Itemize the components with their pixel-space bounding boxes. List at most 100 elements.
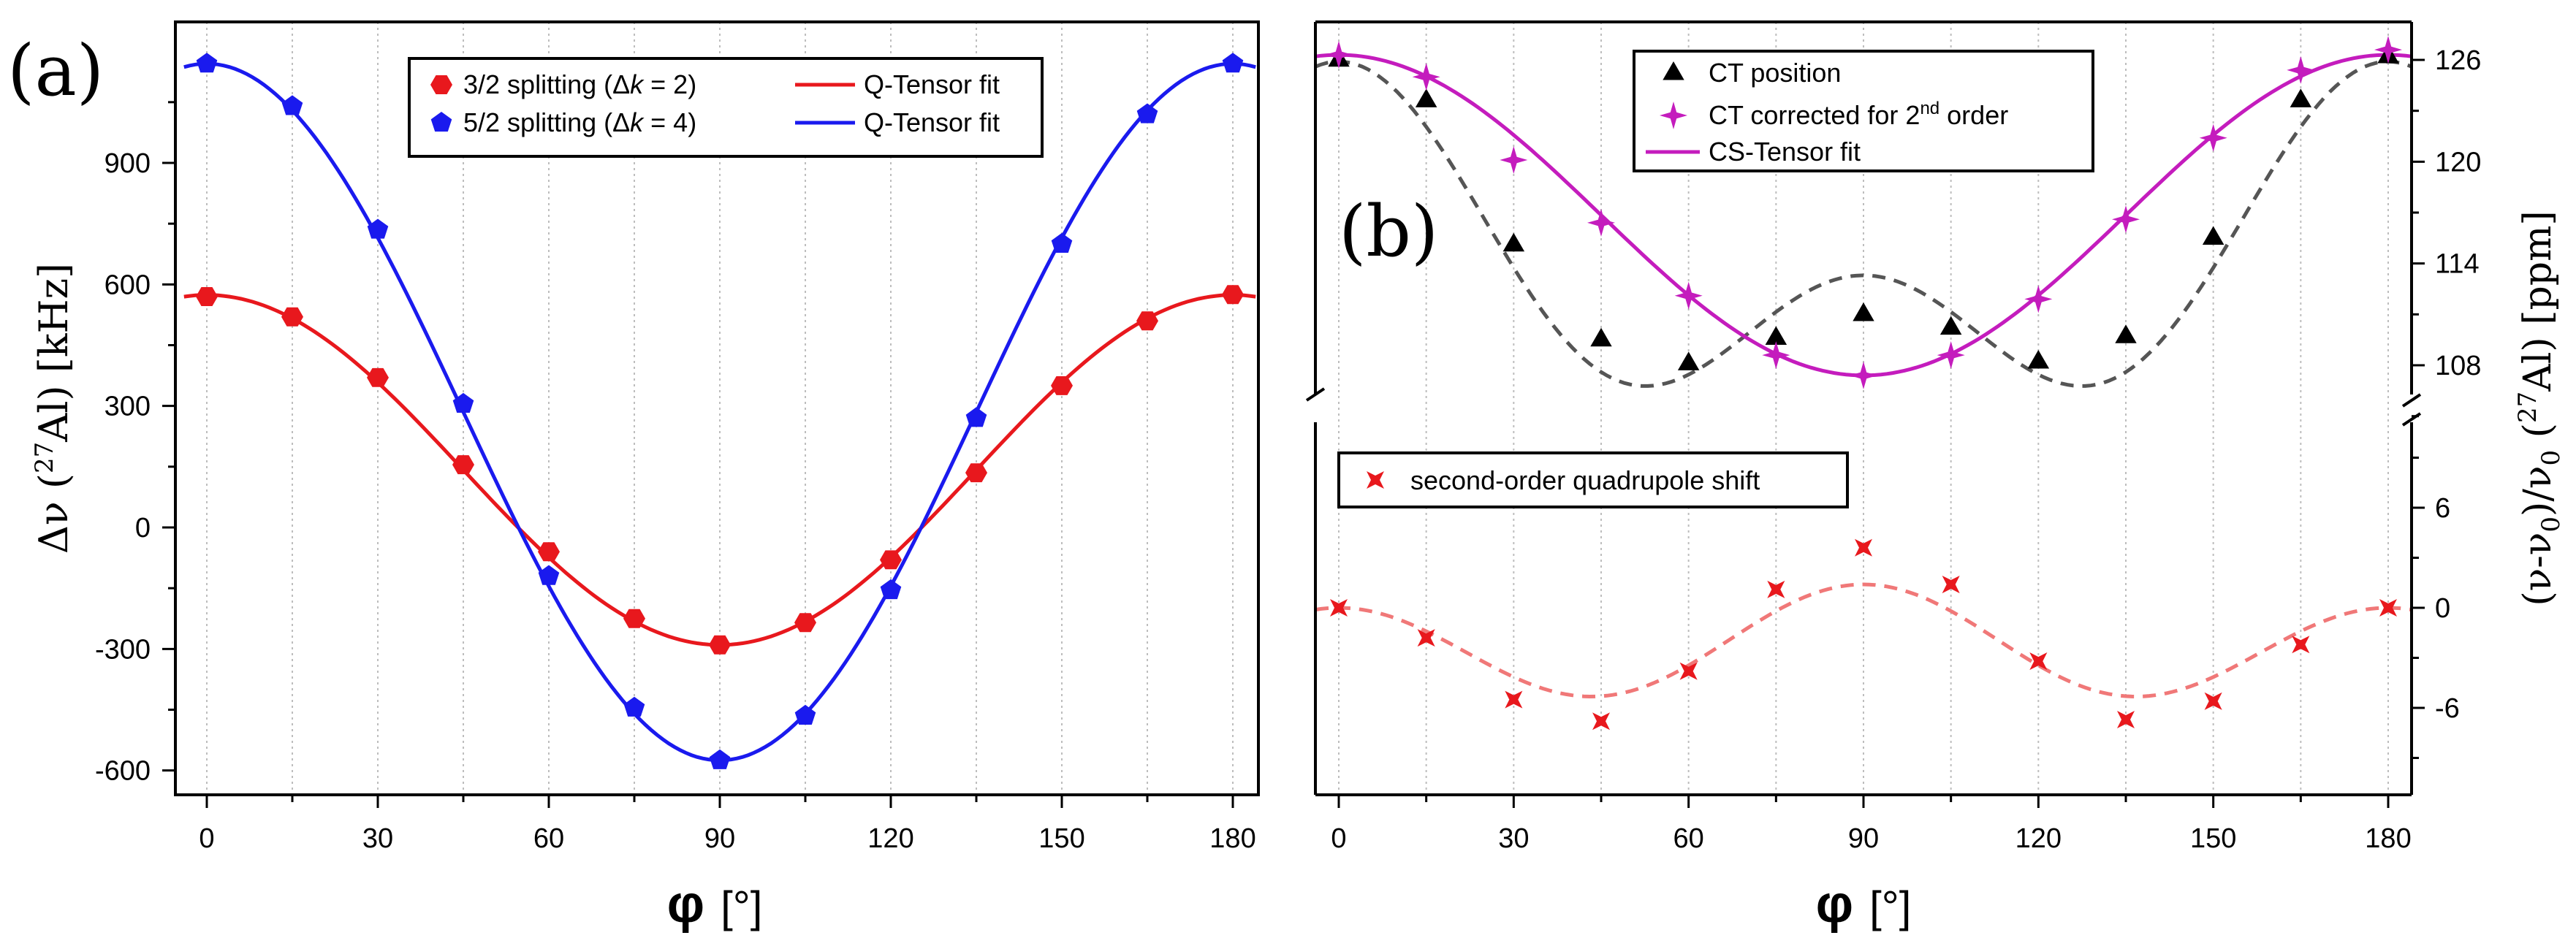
a-plot-frame (174, 20, 1260, 796)
a-point-pentagon (452, 392, 474, 413)
a-legend-pentagon (430, 112, 452, 132)
b-point-x-star (2117, 711, 2135, 728)
b-point-triangle (2202, 226, 2224, 245)
b-y-tick-label-upper: 120 (2435, 147, 2481, 178)
a-legend-fit-label-blue: Q-Tensor fit (864, 107, 1000, 137)
panel-a: (a) 0 30 60 90 120 150 180 -600-3000300600900 … (7, 20, 1260, 934)
a-legend-text-row1: 3/2 splitting (Δk = 2) (463, 69, 696, 99)
a-point-pentagon (538, 565, 560, 585)
panel-b-label: (b) (1339, 191, 1438, 272)
b-x-tick-label: 60 (1673, 823, 1704, 854)
b-point-diamond-star (2112, 205, 2140, 234)
b-point-x-star (1942, 576, 1960, 594)
b-fit-curve-ct-dashed (1315, 59, 2412, 388)
b-ylabel-part: ( (2516, 423, 2560, 450)
b-lower-legend-box (1337, 451, 1849, 508)
b-legend-x-star (1367, 471, 1384, 489)
a-point-hexagon (196, 287, 218, 306)
a-legend-text-row2: 5/2 splitting (Δk = 4) (463, 107, 696, 137)
a-x-unit: [°] (721, 882, 762, 931)
a-legend: 3/2 splitting (Δk = 2) Q-Tensor fit 5/2 … (408, 57, 1044, 158)
a-x-axis-label: φ [°] (667, 875, 763, 934)
b-legend-text-ct-corrected: CT corrected for 2nd order (1709, 99, 2008, 130)
a-point-pentagon (367, 218, 389, 239)
b-point-diamond-star (2374, 36, 2402, 64)
b-legend-marker-red-x (1367, 471, 1384, 489)
a-x-tick-label: 150 (1038, 823, 1084, 854)
a-point-pentagon (880, 579, 902, 600)
b-fit-curve-quadrupole-dashed (1315, 582, 2412, 699)
b-point-diamond-star (1325, 41, 1353, 69)
b-x-tick-label: 180 (2365, 823, 2411, 854)
a-point-pentagon (965, 407, 987, 427)
b-point-diamond-star (2024, 285, 2053, 313)
b-legend-text-cs-fit: CS-Tensor fit (1709, 137, 1861, 167)
a-point-hexagon (452, 455, 474, 475)
a-x-tick-label: 90 (704, 823, 735, 854)
b-point-x-star (2379, 599, 2397, 617)
b-upper-legend: CT position CT corrected for 2nd order C… (1633, 50, 2094, 172)
b-point-triangle (2290, 88, 2312, 107)
b-ylabel-sub: 0 (2537, 450, 2566, 466)
a-point-hexagon (623, 609, 645, 628)
b-point-x-star (1330, 599, 1348, 617)
b-point-x-star (1679, 662, 1698, 680)
a-point-pentagon (623, 696, 645, 717)
a-fit-curve-red (183, 293, 1256, 647)
b-point-x-star (2204, 692, 2222, 710)
a-point-hexagon (1136, 311, 1158, 331)
b-point-diamond-star (1412, 63, 1440, 91)
a-y-tick-label: 600 (105, 270, 151, 300)
b-ylabel-part: Al) [ppm] (2516, 210, 2560, 392)
a-x-tick-label: 60 (533, 823, 564, 854)
b-y-axis-label: (ν-ν0)/ν0 (27Al) [ppm] (2513, 210, 2566, 606)
a-legend-fit-label-red: Q-Tensor fit (864, 69, 1000, 99)
b-point-diamond-star (1674, 281, 1703, 310)
panel-a-label: (a) (7, 30, 104, 112)
b-point-triangle (1590, 327, 1612, 347)
a-y-axis-label: Δν (27Al) [kHz] (30, 263, 77, 554)
a-legend-marker-blue-pentagon (430, 112, 452, 132)
b-point-x-star (1855, 538, 1872, 557)
b-point-x-star (1592, 712, 1610, 731)
b-point-x-star (1767, 580, 1785, 598)
b-point-diamond-star (1587, 208, 1615, 237)
b-legend-text-quadrupole-shift: second-order quadrupole shift (1410, 465, 1760, 495)
a-y-tick-label: 300 (105, 392, 151, 422)
a-x-tick-label: 0 (199, 823, 214, 854)
a-point-hexagon (1222, 285, 1244, 305)
b-point-x-star (2029, 652, 2048, 671)
b-x-tick-label: 120 (2015, 823, 2062, 854)
b-x-tick-label: 30 (1498, 823, 1529, 854)
a-point-pentagon (794, 704, 816, 725)
a-ylabel-sup: 27 (30, 442, 59, 473)
b-x-tick-label: 90 (1848, 823, 1879, 854)
a-point-pentagon (1222, 53, 1244, 73)
b-x-tick-label: 0 (1331, 823, 1346, 854)
a-point-hexagon (880, 550, 902, 570)
b-lower-fit-curves (1315, 582, 2412, 699)
a-data-points (196, 53, 1244, 769)
b-x-tick-label: 150 (2190, 823, 2236, 854)
b-point-triangle (1677, 351, 1700, 370)
a-point-pentagon (709, 749, 731, 769)
a-point-hexagon (281, 307, 303, 327)
a-y-axis-ticks: -600 -300 0 300 600 900 (95, 101, 175, 787)
b-lower-legend: second-order quadrupole shift (1337, 451, 1849, 508)
b-y-tick-label-upper: 108 (2435, 351, 2481, 381)
b-legend-marker-magenta-diamond (1660, 102, 1687, 129)
a-x-tick-label: 30 (362, 823, 393, 854)
b-x-axis-ticks: 0 30 60 90 120 150 180 (1331, 795, 2412, 854)
b-point-diamond-star (1937, 341, 1965, 370)
b-x-symbol: φ (1816, 875, 1854, 934)
panel-b: (b) 0 30 60 90 120 150 180 108 114 120 126 -6 0 6 φ [… (1305, 20, 2566, 934)
b-point-triangle (2027, 350, 2050, 369)
b-y-tick-label-lower: 6 (2435, 493, 2450, 524)
b-point-diamond-star (2199, 123, 2227, 152)
a-y-tick-label: -300 (95, 634, 151, 665)
b-point-x-star (1417, 629, 1435, 647)
b-point-triangle (2115, 324, 2137, 343)
b-x-axis-label: φ [°] (1816, 875, 1912, 934)
b-point-diamond-star (1850, 361, 1877, 389)
